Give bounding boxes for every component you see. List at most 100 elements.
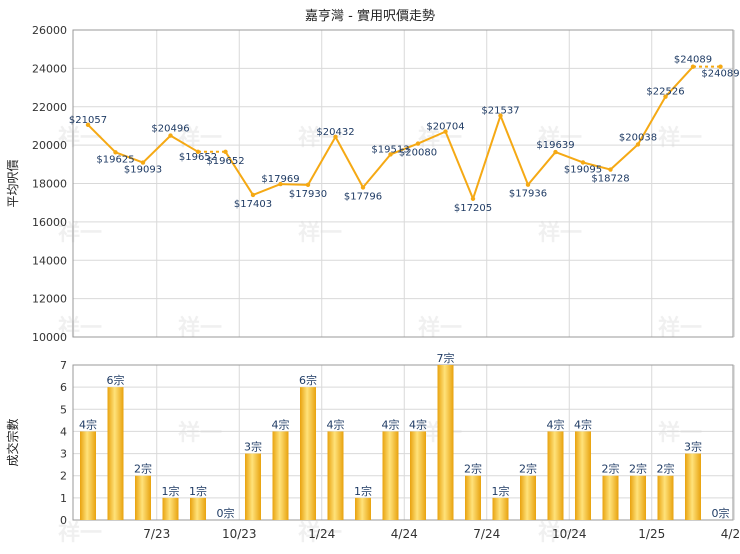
price-line-segment	[169, 134, 199, 153]
watermark-text: 祥一	[178, 420, 222, 446]
volume-y-axis-label: 成交宗數	[5, 418, 20, 466]
price-line-segment	[362, 153, 392, 189]
volume-data-label: 1宗	[189, 484, 207, 498]
price-y-tick-label: 18000	[32, 178, 67, 191]
price-line-segment	[417, 130, 446, 145]
price-point	[635, 142, 641, 147]
volume-bar	[382, 431, 399, 520]
watermark-text: 祥一	[58, 220, 102, 246]
volume-y-tick-label: 3	[60, 448, 67, 461]
volume-bar	[685, 453, 701, 520]
price-data-label: $17936	[509, 189, 547, 200]
price-line-segment	[499, 115, 529, 186]
price-data-label: $19625	[96, 154, 134, 165]
price-plot-frame	[72, 29, 734, 338]
price-y-tick-label: 24000	[32, 62, 67, 75]
price-point	[250, 192, 256, 198]
price-data-label: $21057	[69, 115, 107, 126]
price-data-label: $21537	[481, 106, 519, 117]
volume-y-tick-label: 4	[60, 425, 67, 438]
price-line-chart: 10000 12000 14000 16000 18000 20000 22000 24000…	[6, 24, 740, 344]
price-point	[718, 64, 723, 69]
volume-bar	[630, 475, 646, 520]
price-line-segment	[444, 131, 474, 200]
price-data-label: $17205	[454, 203, 492, 214]
price-line-segment	[334, 136, 364, 188]
volume-data-label: 4宗	[327, 417, 345, 431]
price-data-label: $19652	[179, 152, 217, 163]
x-tick-label: 1/25	[638, 527, 665, 541]
price-line-segment	[582, 161, 611, 171]
price-data-label: $20432	[316, 127, 354, 138]
x-tick-label: 1/24	[308, 527, 335, 541]
volume-data-label: 0宗	[217, 506, 235, 520]
price-y-tick-label: 20000	[32, 139, 67, 152]
price-y-tick-label: 14000	[32, 254, 67, 267]
price-line-segment	[115, 151, 144, 164]
volume-data-label: 1宗	[492, 484, 510, 498]
watermark-text: 祥一	[538, 520, 582, 546]
price-line-segment	[664, 65, 694, 98]
price-line-segment	[527, 151, 557, 186]
watermark-text: 祥一	[418, 125, 462, 151]
price-point	[223, 149, 228, 155]
x-tick-label: 7/24	[473, 527, 500, 541]
price-point	[498, 113, 503, 118]
watermark-text: 祥一	[58, 125, 102, 151]
price-y-tick-label: 22000	[32, 101, 67, 114]
volume-bar	[520, 475, 536, 520]
volume-bar	[162, 497, 179, 520]
volume-bar	[355, 497, 371, 520]
volume-data-label: 2宗	[602, 462, 620, 476]
volume-data-label: 7宗	[437, 351, 455, 365]
price-point	[140, 160, 146, 165]
volume-bar	[410, 431, 426, 520]
price-y-tick-label: 12000	[32, 293, 67, 306]
watermark-text: 祥一	[538, 220, 582, 246]
volume-y-tick-label: 5	[60, 403, 67, 416]
volume-plot-frame	[72, 364, 734, 521]
volume-data-label: 0宗	[712, 506, 730, 520]
price-point	[443, 129, 448, 134]
price-line-segment	[472, 115, 502, 200]
price-line-segment	[280, 183, 309, 186]
price-data-label: $20496	[151, 124, 189, 135]
watermark-text: 祥一	[298, 220, 342, 246]
price-data-label: $22526	[646, 87, 684, 98]
price-point	[388, 152, 393, 157]
price-y-tick-label: 16000	[32, 216, 67, 229]
x-tick-label: 4/25	[721, 527, 740, 541]
price-point	[278, 181, 283, 187]
volume-bar	[135, 475, 151, 520]
price-point	[360, 185, 366, 190]
price-line-segment	[637, 96, 667, 145]
chart-title: 嘉亨灣 - 實用呎價走勢	[305, 8, 435, 24]
price-point	[168, 133, 173, 138]
price-point	[525, 182, 531, 187]
volume-data-label: 2宗	[464, 462, 482, 476]
volume-data-label: 1宗	[162, 484, 180, 498]
price-data-label: $19093	[124, 165, 162, 176]
volume-y-tick-label: 7	[60, 359, 67, 372]
volume-y-tick-label: 1	[60, 492, 67, 505]
volume-bar	[492, 497, 509, 520]
price-point	[195, 149, 201, 155]
price-line-segment	[390, 142, 419, 156]
watermark-text: 祥一	[178, 125, 222, 151]
price-point	[85, 122, 91, 128]
price-data-label: $18728	[591, 174, 629, 185]
price-data-label: $20704	[426, 122, 464, 133]
price-data-label: $20080	[399, 148, 437, 159]
price-line-segment	[609, 143, 639, 171]
price-point	[553, 149, 558, 155]
price-data-label: $19652	[206, 156, 244, 167]
price-line-segment	[87, 124, 117, 154]
volume-bar	[547, 431, 564, 520]
volume-bar	[465, 475, 481, 520]
volume-data-label: 4宗	[382, 417, 400, 431]
x-tick-label: 7/23	[143, 527, 170, 541]
volume-bar	[245, 453, 261, 520]
x-tick-label: 4/24	[391, 527, 418, 541]
